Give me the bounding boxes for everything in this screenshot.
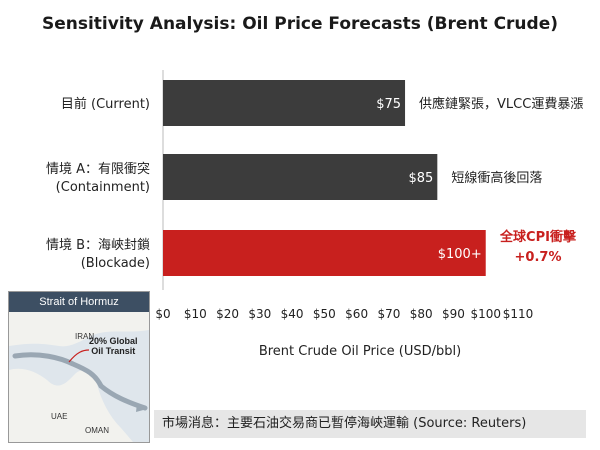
inset-callout: 20% Global Oil Transit: [89, 336, 138, 356]
category-label: (Containment): [56, 180, 150, 195]
bar-value-label: $75: [376, 97, 401, 112]
x-tick-label: $110: [503, 307, 534, 321]
inset-title: Strait of Hormuz: [9, 292, 149, 312]
inset-region-oman: OMAN: [85, 426, 109, 435]
bar: [163, 80, 406, 126]
x-tick-label: $30: [248, 307, 271, 321]
x-tick-label: $80: [410, 307, 433, 321]
bar-value-label: $85: [408, 171, 433, 186]
x-tick-label: $90: [442, 307, 465, 321]
x-tick-label: $0: [155, 307, 170, 321]
x-tick-label: $70: [377, 307, 400, 321]
category-label: (Blockade): [81, 256, 150, 271]
x-tick-label: $100: [470, 307, 501, 321]
inset-callout-line-2: Oil Transit: [91, 346, 136, 356]
bar: [163, 154, 438, 200]
bar-annotation: 全球CPI衝擊: [499, 229, 577, 245]
x-tick-label: $50: [313, 307, 336, 321]
chart-title: Sensitivity Analysis: Oil Price Forecast…: [41, 14, 559, 34]
category-label: 情境 A：有限衝突: [46, 161, 150, 177]
x-tick-label: $20: [216, 307, 239, 321]
bar: [163, 230, 486, 276]
bar-annotation: 短線衝高後回落: [451, 170, 542, 186]
category-label: 目前 (Current): [61, 96, 150, 112]
inset-callout-line-1: 20% Global: [89, 336, 138, 346]
market-news-footer: 市場消息：主要石油交易商已暫停海峽運輸 (Source: Reuters): [154, 410, 586, 438]
bar-value-label: $100+: [438, 247, 482, 262]
x-tick-label: $10: [184, 307, 207, 321]
x-tick-label: $60: [345, 307, 368, 321]
x-axis-label: Brent Crude Oil Price (USD/bbl): [259, 344, 461, 359]
inset-region-iran: IRAN: [75, 332, 95, 341]
bar-chart: $75 目前 (Current) 供應鏈緊張，VLCC運費暴漲 $85 情境 A：有限衝…: [46, 70, 583, 359]
bar-annotation: 供應鏈緊張，VLCC運費暴漲: [419, 96, 583, 112]
inset-region-uae: UAE: [51, 412, 68, 421]
bar-annotation: +0.7%: [515, 250, 562, 265]
x-tick-label: $40: [281, 307, 304, 321]
hormuz-map-inset: Strait of Hormuz IRAN UAE OMAN 20% Globa…: [8, 291, 150, 443]
hormuz-map-icon: [9, 312, 149, 442]
category-label: 情境 B：海峽封鎖: [46, 237, 150, 253]
